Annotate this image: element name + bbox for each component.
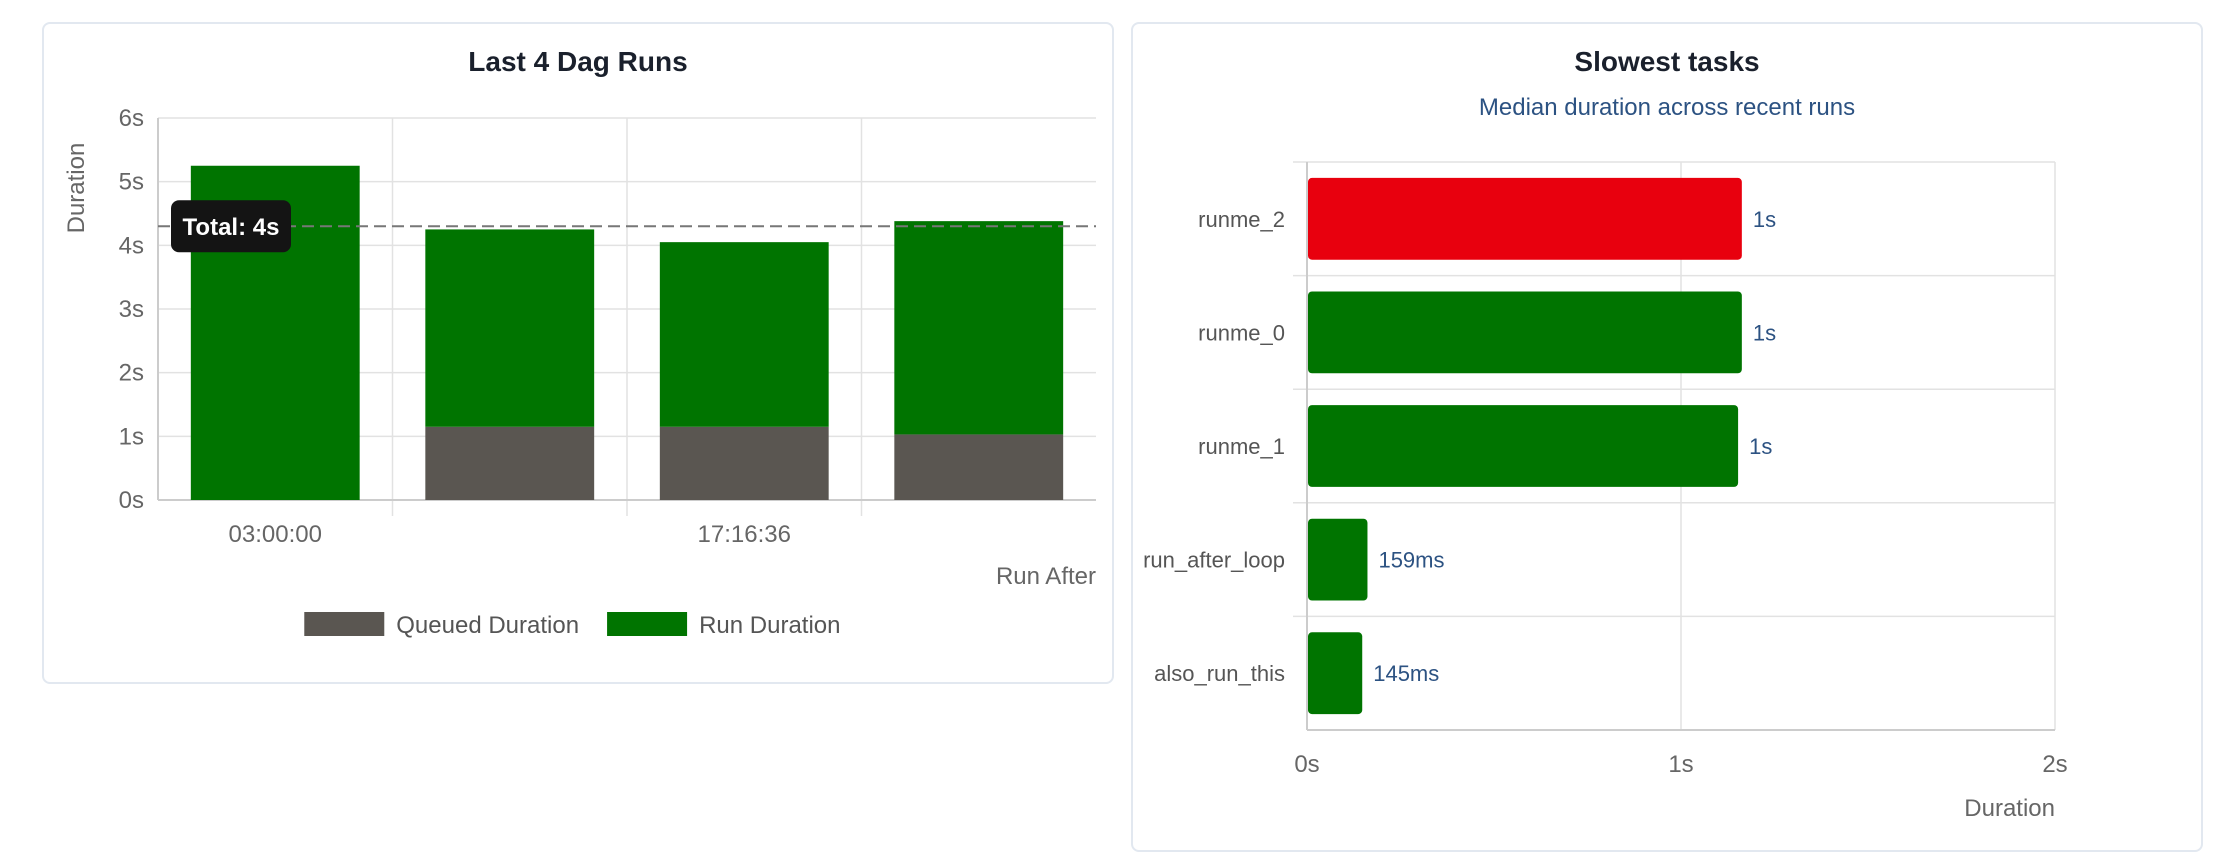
slowest-tasks-title: Slowest tasks — [1574, 46, 1760, 77]
bar-queued — [425, 426, 595, 500]
task-bar — [1308, 518, 1368, 601]
task-bar — [1308, 291, 1742, 374]
bar-run — [659, 242, 829, 427]
task-value-label: 159ms — [1378, 548, 1444, 573]
dag-runs-chart: 0s 1s 2s 3s 4s 5s 6s 03:00:00 17:16:36 Run After D… — [63, 105, 1096, 639]
x-tick-label: 2s — [2042, 751, 2067, 778]
x-tick-label: 03:00:00 — [229, 521, 322, 548]
x-tick-label: 17:16:36 — [698, 521, 791, 548]
total-tooltip-box — [171, 200, 291, 253]
task-label: run_after_loop — [1143, 548, 1285, 573]
slowest-tasks-subtitle: Median duration across recent runs — [1478, 94, 1856, 121]
task-label: runme_0 — [1198, 320, 1285, 345]
legend-swatch — [304, 612, 385, 636]
task-value-label: 145ms — [1373, 661, 1439, 686]
task-label: also_run_this — [1154, 661, 1285, 686]
y-tick-label: 3s — [119, 296, 144, 323]
task-bar — [1308, 632, 1363, 715]
task-bar — [1308, 177, 1742, 260]
bar-queued — [659, 426, 829, 500]
task-label: runme_1 — [1198, 434, 1285, 459]
legend-label: Queued Duration — [396, 612, 579, 639]
y-tick-label: 1s — [119, 423, 144, 450]
task-bar — [1308, 405, 1739, 487]
slowest-tasks-chart: 0s 1s 2s runme_2 1s runme_0 1s runme_1 1s run_aft… — [1143, 161, 2068, 822]
legend-label: Run Duration — [699, 612, 840, 639]
bar-queued — [894, 434, 1064, 500]
x-axis-title: Duration — [1964, 795, 2055, 822]
slowest-tasks-card: Slowest tasks Median duration across rec… — [1131, 22, 2203, 852]
legend-swatch — [607, 612, 688, 636]
dag-runs-title: Last 4 Dag Runs — [468, 46, 688, 77]
y-axis-title: Duration — [63, 143, 90, 234]
y-tick-label: 4s — [119, 232, 144, 259]
dag-runs-card: Last 4 Dag Runs 0s 1s 2s 3s 4s 5s 6s 03:00:00 17… — [42, 22, 1114, 684]
task-value-label: 1s — [1749, 434, 1772, 459]
total-tooltip-label: Total: 4s — [183, 214, 280, 241]
bar-run — [425, 229, 595, 427]
y-tick-label: 0s — [119, 487, 144, 514]
x-axis-title: Run After — [996, 563, 1096, 590]
task-value-label: 1s — [1753, 320, 1776, 345]
x-tick-label: 0s — [1294, 751, 1319, 778]
task-label: runme_2 — [1198, 207, 1285, 232]
y-tick-label: 6s — [119, 105, 144, 132]
y-tick-label: 2s — [119, 360, 144, 387]
x-tick-label: 1s — [1668, 751, 1693, 778]
bar-run — [894, 221, 1064, 435]
y-tick-label: 5s — [119, 169, 144, 196]
task-value-label: 1s — [1753, 207, 1776, 232]
